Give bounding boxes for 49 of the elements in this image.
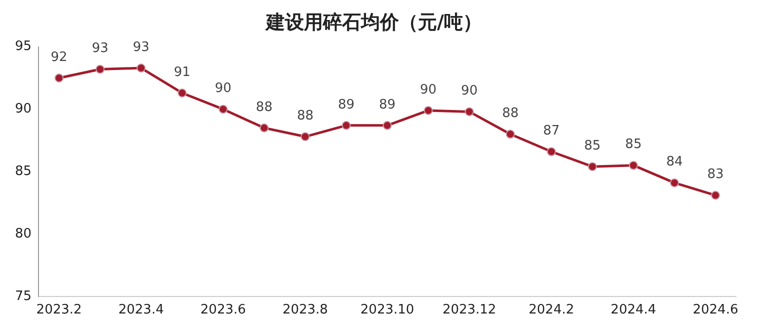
point [588, 162, 597, 172]
y-tick-label: 90 [14, 102, 32, 117]
data-label: 88 [296, 108, 314, 124]
data-label: 84 [666, 154, 683, 170]
point [300, 132, 310, 142]
chart-title: 建设用碎石均价（元/吨） [264, 11, 482, 34]
data-label: 87 [543, 124, 560, 139]
data-label: 91 [174, 64, 190, 80]
point [342, 120, 351, 130]
y-tick-label: 75 [14, 288, 32, 304]
point [546, 147, 556, 156]
point [628, 160, 638, 170]
point [178, 88, 187, 98]
data-label: 90 [214, 81, 232, 96]
data-label: 90 [461, 84, 478, 99]
point [506, 130, 515, 139]
x-tick-label: 2023.4 [118, 302, 164, 318]
data-label: 93 [92, 41, 108, 56]
y-tick-label: 95 [14, 39, 32, 54]
x-tick-label: 2023.8 [282, 302, 328, 318]
x-tick-label: 2023.10 [360, 302, 414, 318]
x-tick-label: 2023.12 [442, 302, 496, 318]
data-label: 92 [50, 50, 68, 65]
data-label: 85 [625, 137, 642, 152]
x-tick-label: 2023.6 [200, 302, 246, 318]
x-tick-label: 2024.4 [610, 302, 656, 318]
point [382, 120, 392, 130]
point [96, 64, 105, 74]
point [424, 106, 433, 115]
point [260, 123, 269, 132]
point [218, 104, 228, 114]
data-label: 88 [502, 106, 519, 122]
y-tick-label: 85 [14, 164, 32, 179]
data-label: 83 [707, 167, 724, 182]
point [54, 74, 64, 82]
data-label: 93 [132, 40, 150, 55]
point [670, 178, 679, 188]
y-tick-label: 80 [14, 226, 32, 242]
data-label: 90 [420, 82, 437, 98]
x-tick-label: 2024.2 [528, 302, 574, 318]
data-label: 89 [338, 97, 355, 112]
data-label: 88 [256, 100, 272, 115]
point [464, 107, 474, 116]
point [136, 64, 146, 73]
x-tick-label: 2023.2 [36, 302, 82, 318]
point [710, 190, 720, 200]
data-label: 85 [584, 138, 601, 154]
x-tick-label: 2024.6 [692, 302, 738, 318]
data-label: 89 [379, 97, 396, 112]
